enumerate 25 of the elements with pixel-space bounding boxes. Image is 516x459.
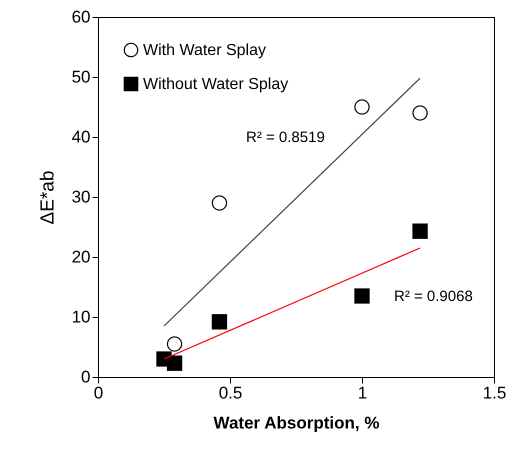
y-tick-label: 10 xyxy=(72,308,90,326)
y-tick-label: 30 xyxy=(72,188,90,206)
y-tick-label: 0 xyxy=(81,368,90,386)
y-tick-label: 20 xyxy=(72,248,90,266)
point xyxy=(354,288,370,304)
legend-label: With Water Splay xyxy=(143,42,266,59)
x-tick-label: 0.5 xyxy=(218,384,242,402)
point xyxy=(354,99,370,115)
point xyxy=(212,314,228,330)
annotation: R² = 0.8519 xyxy=(246,129,325,146)
y-tick-label: 40 xyxy=(72,128,90,146)
point xyxy=(212,195,228,211)
x-tick-label: 1 xyxy=(358,384,368,402)
legend-label: Without Water Splay xyxy=(143,76,288,93)
y-axis-title: ΔE*ab xyxy=(38,170,59,224)
point xyxy=(412,224,428,239)
point xyxy=(166,336,182,352)
x-axis-title: Water Absorption, % xyxy=(214,414,380,432)
annotation: R² = 0.9068 xyxy=(394,288,473,305)
x-tick-label: 0 xyxy=(94,384,104,402)
point xyxy=(412,105,428,121)
y-tick-label: 60 xyxy=(72,8,90,26)
x-tick-label: 1.5 xyxy=(482,384,506,402)
point xyxy=(166,356,182,371)
y-tick-label: 50 xyxy=(72,68,90,86)
